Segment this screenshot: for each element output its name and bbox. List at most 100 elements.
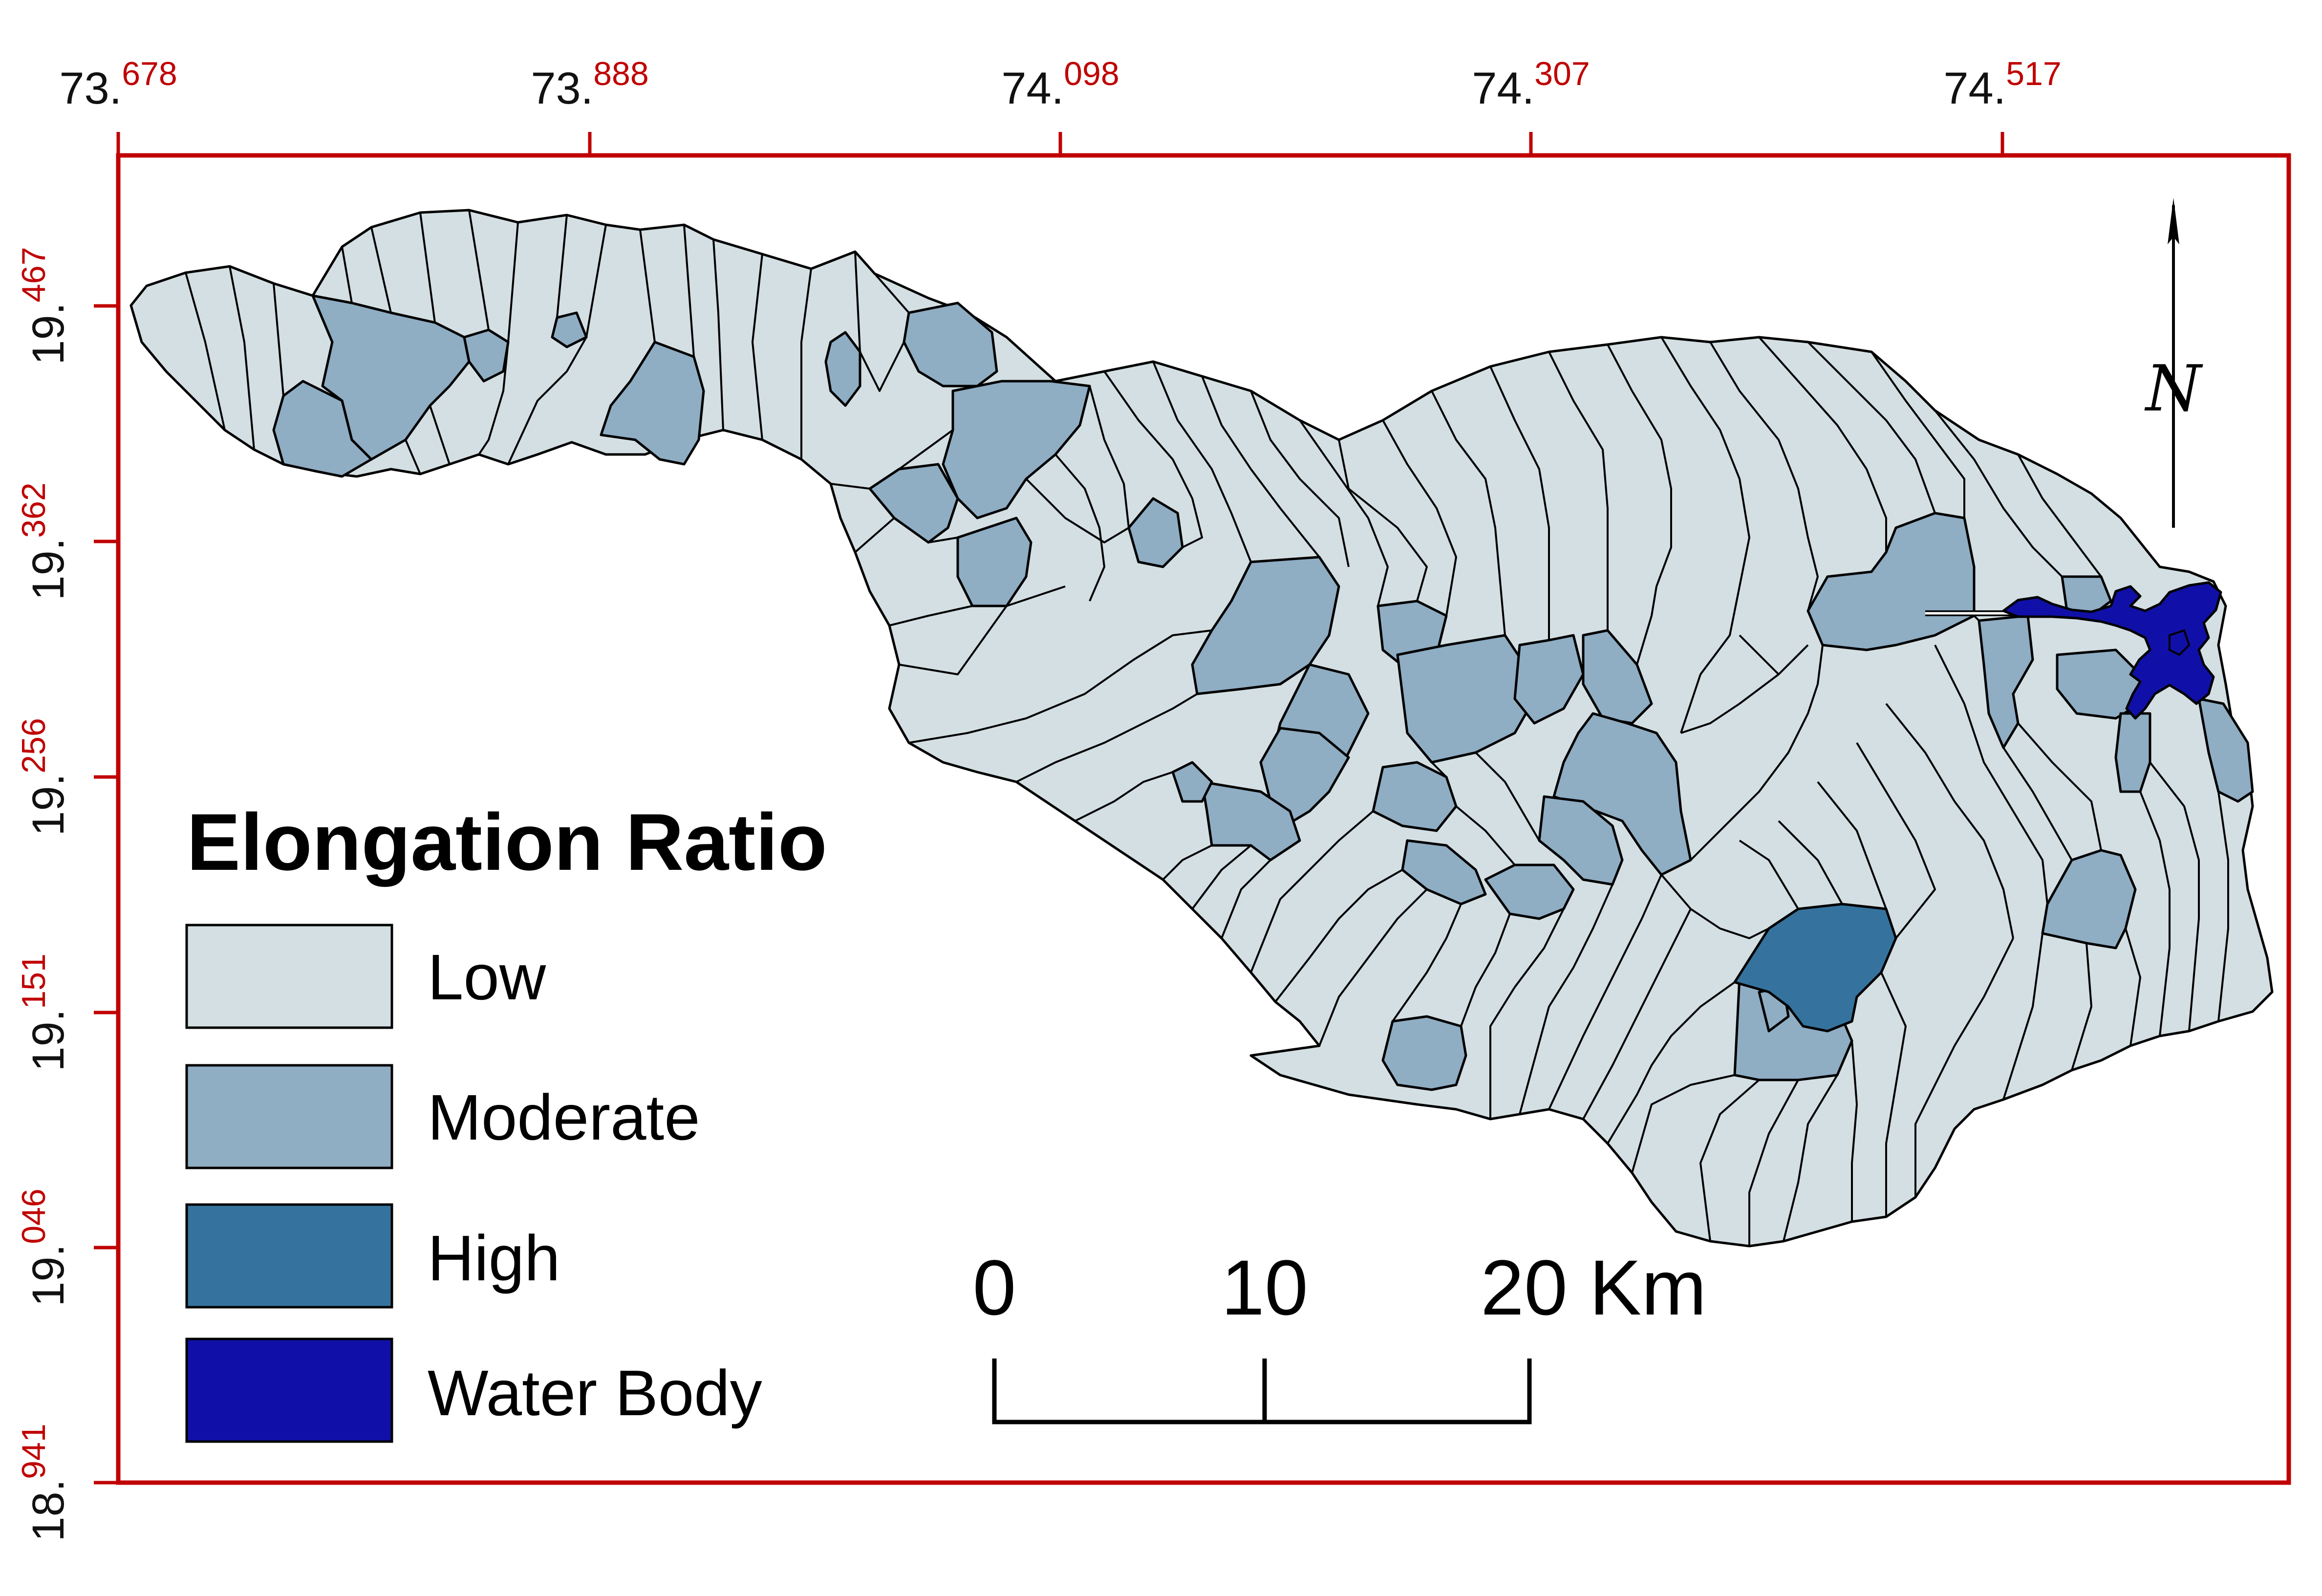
boundary-line xyxy=(2217,791,2229,1022)
boundary-line xyxy=(889,605,973,626)
subwatershed-moderate xyxy=(1171,761,1213,803)
boundary-line xyxy=(1054,453,1105,602)
boundary-line xyxy=(229,266,255,450)
boundary-line xyxy=(1016,693,1198,783)
boundary-line xyxy=(1934,645,2048,905)
boundary-line xyxy=(1191,844,1252,910)
boundary-line xyxy=(800,268,812,459)
boundary-line xyxy=(854,517,958,553)
boundary-line xyxy=(508,453,538,465)
top-axis-label: 73.678 xyxy=(59,55,177,113)
boundary-line xyxy=(908,629,1212,744)
boundary-line xyxy=(556,215,568,318)
boundary-line xyxy=(1778,820,1843,905)
boundary-line xyxy=(1274,869,1403,1003)
legend-label-low: Low xyxy=(428,941,546,1013)
boundary-line xyxy=(405,439,421,474)
boundary-line xyxy=(429,405,451,465)
boundary-line xyxy=(2125,928,2141,1046)
legend-label-high: High xyxy=(428,1222,560,1294)
top-axis-labels: 73.678 73.888 74.098 74.307 74.517 xyxy=(59,55,2061,113)
boundary-line xyxy=(1455,805,1516,866)
subwatershed-moderate xyxy=(2114,712,2151,793)
boundary-line xyxy=(1660,874,1769,939)
boundary-line xyxy=(1748,1079,1799,1246)
water-body xyxy=(1925,581,2222,720)
boundary-line xyxy=(1489,908,1565,1119)
boundary-line xyxy=(639,229,656,343)
subwatershed-moderate xyxy=(824,331,861,407)
subwatershed-moderate xyxy=(1401,839,1487,906)
boundary-line xyxy=(185,272,226,431)
boundary-line xyxy=(854,251,905,392)
subwatershed-moderate xyxy=(600,341,705,466)
boundary-line xyxy=(1631,1074,1735,1173)
top-axis-label: 74.307 xyxy=(1472,55,1590,113)
boundary-line xyxy=(1162,844,1212,881)
legend-swatch-high xyxy=(185,1203,393,1309)
subwatershed-moderate xyxy=(1372,761,1458,832)
boundary-line xyxy=(1475,752,1540,841)
boundary-line xyxy=(1880,972,1907,1217)
left-axis-labels: 19.467 19.362 19.256 19.151 19.046 18.94… xyxy=(15,247,73,1541)
boundary-line xyxy=(1607,981,1736,1144)
subwatershed-moderate xyxy=(1259,727,1350,827)
legend-swatch-water-body xyxy=(185,1337,393,1443)
boundary-line xyxy=(273,283,284,396)
boundary-line xyxy=(1783,1074,1838,1242)
scale-label-0: 0 xyxy=(973,1244,1016,1331)
left-axis-label: 19.467 xyxy=(15,247,73,365)
watershed-outline xyxy=(129,209,2274,1248)
legend-label-water-body: Water Body xyxy=(428,1357,762,1429)
boundary-line xyxy=(1431,761,1447,778)
left-axis-label: 18.941 xyxy=(15,1423,73,1541)
north-arrow-icon: N xyxy=(2144,198,2203,528)
boundary-line xyxy=(1885,703,2014,939)
boundary-line xyxy=(752,254,763,440)
boundary-line xyxy=(1250,390,1350,567)
boundary-line xyxy=(1607,344,1672,665)
boundary-line xyxy=(1807,341,1936,514)
legend-title: Elongation Ratio xyxy=(187,797,827,887)
subwatershed-moderate xyxy=(1396,634,1536,764)
boundary-line xyxy=(1856,742,1936,939)
subwatershed-moderate xyxy=(1191,556,1340,695)
boundary-line xyxy=(1851,1040,1858,1222)
boundary-line xyxy=(830,429,954,490)
boundary-line xyxy=(478,222,519,455)
north-arrow-label: N xyxy=(2144,351,2203,426)
boundary-line xyxy=(2139,791,2171,1036)
subwatershed-moderate xyxy=(1582,629,1653,725)
map-frame xyxy=(116,153,2291,1485)
boundary-line xyxy=(2017,454,2102,578)
boundary-line xyxy=(2002,747,2073,861)
boundary-line xyxy=(2017,722,2102,851)
boundary-line xyxy=(1338,439,1428,602)
subwatershed-moderate xyxy=(2041,849,2137,949)
boundary-line xyxy=(1392,904,1462,1022)
boundary-line xyxy=(1025,478,1130,543)
subwatershed-moderate xyxy=(2197,697,2254,803)
left-axis-label: 19.151 xyxy=(15,953,73,1071)
legend-swatch-moderate xyxy=(185,1064,393,1169)
boundary-line xyxy=(1973,615,1980,622)
boundary-line xyxy=(1553,762,1565,797)
boundary-line xyxy=(1680,674,1701,733)
boundary-line xyxy=(1489,366,1550,640)
boundary-line xyxy=(1460,913,1511,1027)
boundary-line xyxy=(1817,781,1887,909)
left-axis-label: 19.256 xyxy=(15,718,73,836)
boundary-line xyxy=(1075,771,1173,822)
boundary-line xyxy=(1382,420,1457,616)
boundary-line xyxy=(2149,761,2200,1032)
boundary-line xyxy=(1250,810,1374,973)
subwatershed-high xyxy=(1733,903,1897,1033)
boundary-line xyxy=(1739,634,1780,675)
boundary-line xyxy=(1739,840,1799,910)
legend: Elongation Ratio Low Moderate High Water… xyxy=(185,797,827,1443)
moderate-subwatersheds xyxy=(272,294,2254,1091)
left-axis xyxy=(94,304,118,1485)
boundary-line xyxy=(1934,410,2063,578)
boundary-line xyxy=(507,224,607,465)
boundary-line xyxy=(1201,376,1320,558)
